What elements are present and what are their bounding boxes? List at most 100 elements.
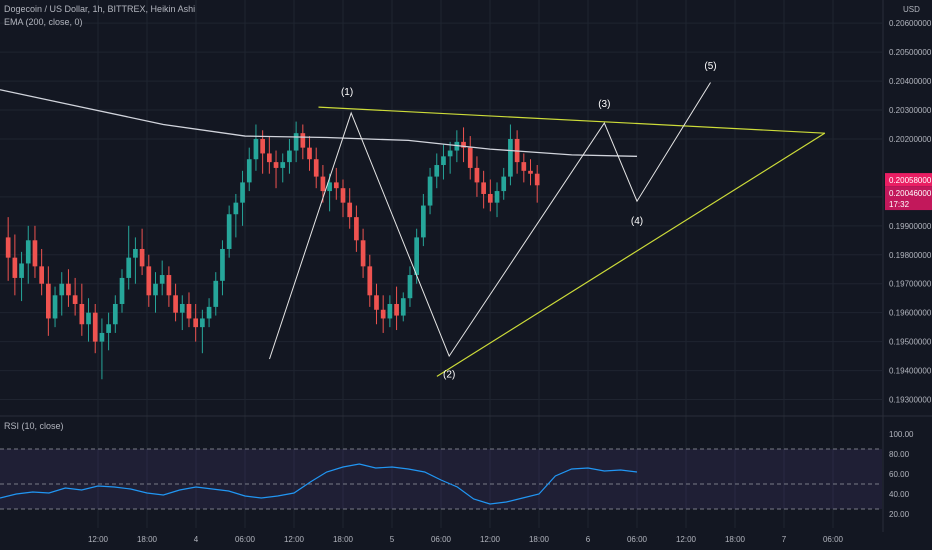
candle-body (86, 312, 91, 325)
candle-body (92, 312, 98, 342)
rsi-tick-label: 20.00 (889, 510, 910, 519)
candle-body (421, 205, 426, 238)
price-badge-secondary (885, 186, 932, 211)
candle-body (226, 214, 232, 249)
candle-body (25, 240, 31, 264)
candle-body (320, 176, 326, 192)
candle-body (307, 147, 312, 160)
time-tick-label: 12:00 (284, 535, 305, 544)
candle-body (59, 283, 65, 296)
candle-body (179, 303, 185, 313)
rsi-line (0, 463, 638, 505)
wave-label-3: (3) (598, 99, 610, 110)
time-axis: 12:00 18:00 4 06:00 12:00 18:00 5 06:00 12:00 18:… (88, 535, 844, 544)
candle-body (12, 257, 18, 278)
candle-body (52, 295, 58, 319)
time-tick-label: 5 (390, 535, 395, 544)
rsi-panel (0, 448, 882, 510)
candle-body (266, 153, 272, 163)
candle-body (166, 275, 172, 296)
time-tick-label: 12:00 (676, 535, 697, 544)
candle-body (360, 240, 366, 267)
rsi-tick-label: 100.00 (889, 430, 914, 439)
price-tick-label: 0.19300000 (889, 396, 932, 405)
price-badge-countdown: 17:32 (889, 200, 910, 209)
elliott-wave-path (269, 82, 711, 360)
time-tick-label: 18:00 (529, 535, 550, 544)
candle-body (19, 263, 24, 278)
price-tick-label: 0.19700000 (889, 280, 932, 289)
candle-body (186, 303, 192, 319)
price-tick-label: 0.20600000 (889, 19, 932, 28)
candle-body (400, 298, 406, 316)
time-tick-label: 7 (782, 535, 787, 544)
candle-body (354, 217, 359, 241)
candle-body (153, 283, 158, 296)
grid-lines (0, 0, 932, 532)
candle-body (260, 138, 265, 154)
candle-body (481, 182, 486, 194)
candle-body (280, 162, 286, 168)
chart-overlays: (1) (2) (3) (4) (5) (0, 61, 826, 380)
candle-body (528, 170, 533, 174)
candle-body (220, 248, 225, 281)
candle-body (246, 159, 252, 183)
price-tick-label: 0.19500000 (889, 338, 932, 347)
price-badge-current (885, 173, 932, 187)
price-tick-label: 0.19600000 (889, 309, 932, 318)
candle-body (206, 306, 212, 319)
candle-body (146, 266, 152, 296)
candle-body (447, 150, 453, 157)
candle-body (474, 167, 480, 183)
ema-legend: EMA (200, close, 0) (4, 17, 83, 27)
candle-body (112, 303, 118, 325)
price-tick-label: 0.19800000 (889, 251, 932, 260)
price-badge-secondary-text: 0.20046000 (889, 189, 932, 198)
candle-body (374, 295, 379, 310)
candle-body (106, 324, 111, 333)
time-tick-label: 18:00 (137, 535, 158, 544)
candle-body (461, 141, 466, 148)
candle-body (79, 303, 85, 325)
time-tick-label: 06:00 (431, 535, 452, 544)
time-tick-label: 18:00 (333, 535, 354, 544)
symbol-legend: Dogecoin / US Dollar, 1h, BITTREX, Heiki… (4, 4, 196, 14)
candle-body (300, 133, 306, 148)
time-tick-label: 12:00 (88, 535, 109, 544)
wave-label-5: (5) (704, 61, 716, 72)
candle-body (367, 266, 373, 296)
rsi-legend: RSI (10, close) (4, 421, 64, 431)
rsi-tick-label: 40.00 (889, 490, 910, 499)
candle-body (414, 237, 420, 276)
candle-body (501, 176, 507, 192)
candle-body (347, 202, 353, 218)
candle-body (333, 182, 339, 189)
candle-body (467, 147, 473, 168)
time-tick-label: 06:00 (627, 535, 648, 544)
price-tick-label: 0.20300000 (889, 106, 932, 115)
time-tick-label: 6 (586, 535, 591, 544)
candle-body (407, 275, 413, 299)
candle-body (293, 133, 299, 151)
wave-label-2: (2) (443, 369, 455, 380)
currency-label: USD (903, 5, 920, 14)
candle-body (380, 309, 386, 319)
price-badge-current-text: 0.20058000 (889, 176, 932, 185)
candle-body (313, 159, 319, 177)
candle-body (521, 162, 527, 171)
candle-body (119, 277, 125, 304)
candle-body (66, 283, 71, 296)
candle-body (46, 283, 51, 319)
candle-body (72, 295, 78, 304)
candle-body (287, 150, 292, 163)
candle-body (39, 266, 44, 284)
candle-body (32, 240, 38, 267)
time-tick-label: 12:00 (480, 535, 501, 544)
price-axis: 0.19300000 0.19400000 0.19500000 0.19600000… (885, 5, 932, 519)
candle-body (233, 202, 239, 215)
price-tick-label: 0.19900000 (889, 222, 932, 231)
candle-body (434, 165, 440, 177)
candle-body (139, 248, 145, 267)
rsi-tick-label: 80.00 (889, 450, 910, 459)
